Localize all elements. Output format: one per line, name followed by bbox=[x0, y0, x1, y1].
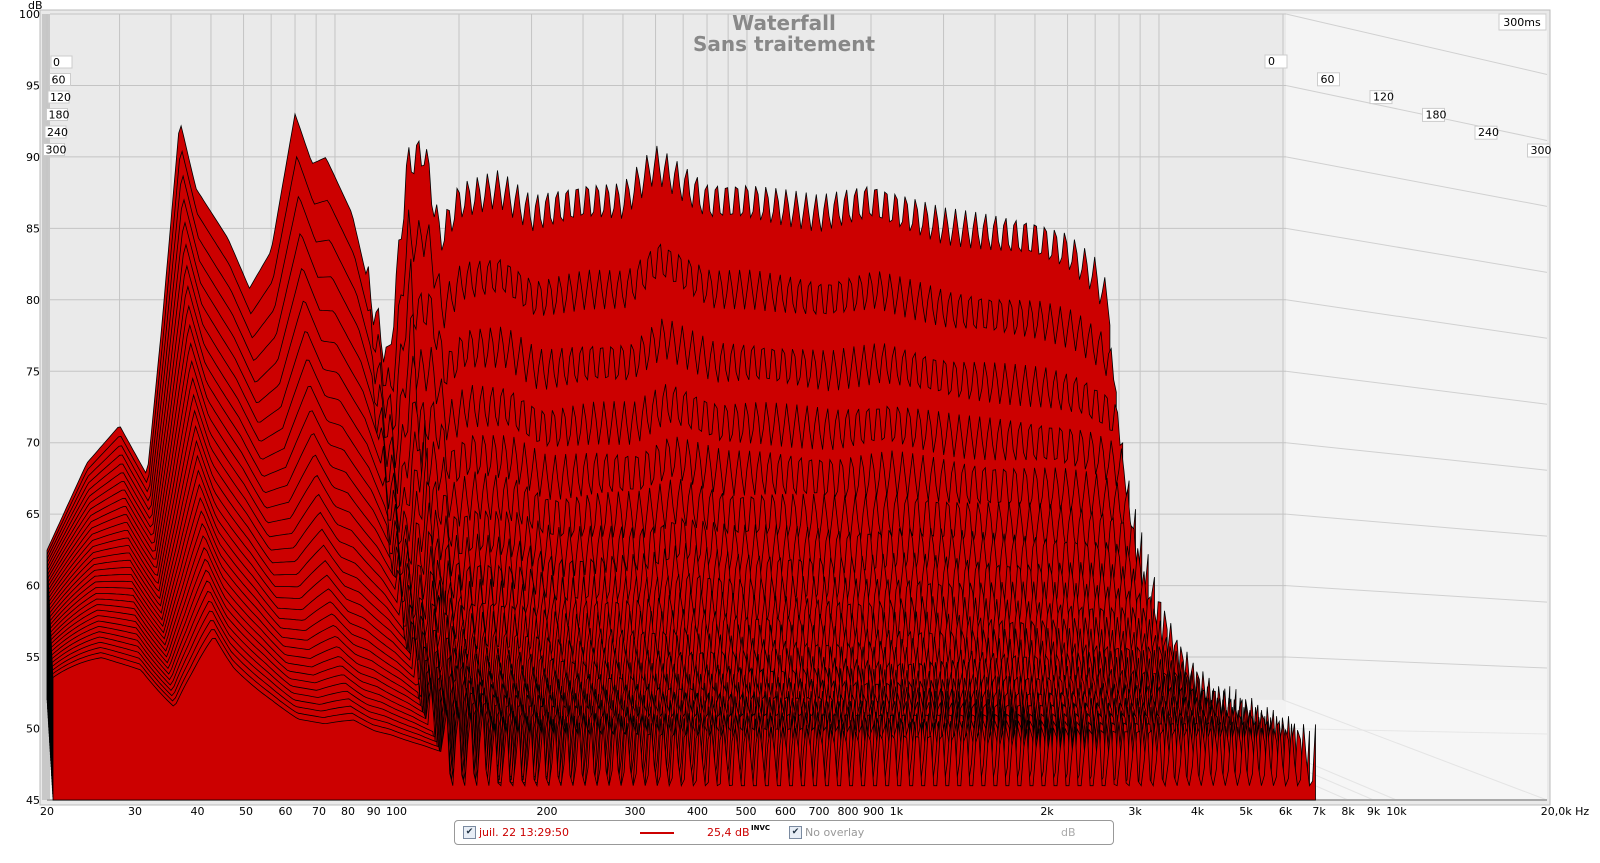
y-axis: 100 95 90 85 80 75 70 65 60 55 50 45 bbox=[19, 8, 40, 807]
time-tick-box bbox=[1422, 107, 1445, 122]
x-tick-label: 10k bbox=[1386, 805, 1407, 818]
series-line-swatch bbox=[640, 832, 674, 834]
time-axis-panel bbox=[1286, 14, 1547, 800]
grid-line-time bbox=[1285, 585, 1548, 603]
y-tick-label: 95 bbox=[26, 79, 40, 92]
time-tick-label-left: 300 bbox=[46, 144, 67, 157]
x-tick-label: 20 bbox=[40, 805, 54, 818]
y-tick-label: 60 bbox=[26, 580, 40, 593]
y-tick-label: 65 bbox=[26, 508, 40, 521]
x-tick-label: 40 bbox=[191, 805, 205, 818]
left-scroll-strip[interactable] bbox=[42, 14, 50, 800]
x-tick-label: 7k bbox=[1312, 805, 1326, 818]
time-tick-box bbox=[49, 73, 71, 86]
x-tick-label: 4k bbox=[1191, 805, 1205, 818]
time-tick-label-right: 120 bbox=[1373, 91, 1394, 104]
grid-line-time bbox=[1285, 370, 1548, 405]
time-tick-label-right: 180 bbox=[1426, 108, 1447, 121]
x-tick-label: 90 bbox=[367, 805, 381, 818]
time-tick-label-right: 240 bbox=[1478, 126, 1499, 139]
x-tick-label: 20,0k Hz bbox=[1541, 805, 1590, 818]
grid-line-time bbox=[1285, 299, 1548, 339]
chart-title: Waterfall bbox=[732, 11, 836, 35]
y-tick-label: 50 bbox=[26, 723, 40, 736]
time-tick-label-left: 120 bbox=[50, 91, 71, 104]
x-tick-label: 30 bbox=[128, 805, 142, 818]
value-suffix: INVC bbox=[751, 824, 771, 832]
x-tick-label: 300 bbox=[625, 805, 646, 818]
time-tick-box bbox=[50, 55, 73, 69]
y-axis-label: dB bbox=[28, 0, 43, 12]
x-tick-label: 2k bbox=[1040, 805, 1054, 818]
x-tick-label: 800 bbox=[838, 805, 859, 818]
legend-bar: ✔ juil. 22 13:29:50 25,4 dB INVC ✔ No ov… bbox=[454, 820, 1114, 845]
time-tick-box bbox=[1527, 143, 1550, 158]
x-tick-label: 500 bbox=[735, 805, 756, 818]
y-tick-label: 45 bbox=[26, 794, 40, 807]
grid-line-time bbox=[1285, 156, 1548, 207]
y-tick-label: 100 bbox=[19, 8, 40, 21]
time-tick-box bbox=[1369, 90, 1393, 105]
time-tick-label-left: 60 bbox=[52, 74, 66, 87]
x-tick-label: 8k bbox=[1341, 805, 1355, 818]
time-tick-label-right: 0 bbox=[1268, 55, 1275, 68]
x-tick-label: 70 bbox=[312, 805, 326, 818]
time-range-box bbox=[1498, 13, 1547, 31]
y-tick-label: 70 bbox=[26, 437, 40, 450]
grid-line-time bbox=[1285, 442, 1548, 471]
time-tick-box bbox=[1317, 72, 1340, 87]
y-tick-label: 55 bbox=[26, 651, 40, 664]
time-tick-label-left: 180 bbox=[49, 109, 70, 122]
overlay-checkbox[interactable]: ✔ bbox=[789, 826, 802, 839]
x-tick-label: 100 bbox=[386, 805, 407, 818]
time-tick-label-left: 0 bbox=[53, 56, 60, 69]
grid-line-time bbox=[1285, 513, 1548, 537]
x-tick-label: 5k bbox=[1239, 805, 1253, 818]
waterfall-chart: 100 95 90 85 80 75 70 65 60 55 50 45 20 30 40 50 60 70 80… bbox=[19, 0, 1589, 818]
chart-subtitle: Sans traitement bbox=[693, 32, 876, 56]
x-tick-label: 700 bbox=[809, 805, 830, 818]
time-range-label: 300ms bbox=[1503, 16, 1541, 29]
waterfall-slices bbox=[46, 112, 1316, 801]
y-tick-label: 75 bbox=[26, 365, 40, 378]
time-tick-box bbox=[1264, 54, 1288, 69]
x-tick-label: 200 bbox=[537, 805, 558, 818]
x-tick-label: 9k bbox=[1367, 805, 1381, 818]
time-tick-box bbox=[43, 143, 65, 156]
waterfall-slice bbox=[52, 637, 1316, 801]
x-tick-label: 80 bbox=[341, 805, 355, 818]
y-tick-label: 80 bbox=[26, 294, 40, 307]
time-tick-box bbox=[46, 108, 68, 121]
time-tick-box bbox=[1474, 125, 1498, 140]
time-tick-label-right: 300 bbox=[1531, 144, 1552, 157]
measurement-checkbox[interactable]: ✔ bbox=[463, 826, 476, 839]
x-tick-label: 60 bbox=[279, 805, 293, 818]
y-tick-label: 90 bbox=[26, 151, 40, 164]
x-tick-label: 3k bbox=[1128, 805, 1142, 818]
x-tick-label: 600 bbox=[775, 805, 796, 818]
x-tick-label: 50 bbox=[239, 805, 253, 818]
grid-line-time bbox=[1285, 13, 1548, 75]
overlay-label: No overlay bbox=[805, 826, 865, 839]
grid-line-time bbox=[1285, 656, 1548, 669]
time-tick-label-left: 240 bbox=[47, 126, 68, 139]
time-axis: 0 0 60 60 120 120 180 180 240 240 300 300 bbox=[43, 54, 1552, 158]
x-axis: 20 30 40 50 60 70 80 90 100 200 300 400 500 600 700 800… bbox=[40, 805, 1589, 818]
legend-unit: dB bbox=[1061, 826, 1076, 839]
measurement-date: juil. 22 13:29:50 bbox=[479, 826, 570, 839]
x-tick-label: 400 bbox=[687, 805, 708, 818]
x-tick-label: 1k bbox=[890, 805, 904, 818]
grid-line-time bbox=[1285, 227, 1548, 273]
time-tick-box bbox=[44, 125, 67, 139]
time-tick-box bbox=[47, 90, 70, 104]
x-tick-label: 900 bbox=[863, 805, 884, 818]
y-tick-label: 85 bbox=[26, 222, 40, 235]
measurement-value: 25,4 dB bbox=[707, 826, 750, 839]
time-tick-label-right: 60 bbox=[1321, 73, 1335, 86]
x-tick-label: 6k bbox=[1279, 805, 1293, 818]
grid-line-time bbox=[1285, 84, 1548, 141]
